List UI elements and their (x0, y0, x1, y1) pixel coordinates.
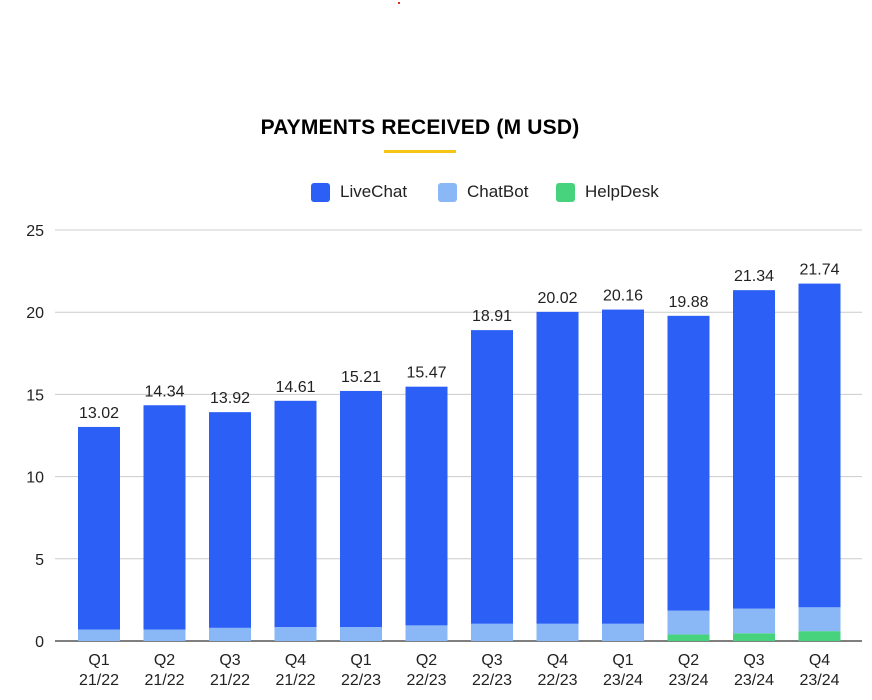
x-tick-label-quarter-1: Q1 (88, 652, 109, 669)
x-tick-label-year-10: 23/24 (668, 672, 708, 689)
x-tick-label-year-5: 22/23 (341, 672, 381, 689)
x-tick-label-year-8: 22/23 (537, 672, 577, 689)
data-label-total-6: 15.47 (406, 365, 446, 382)
title-underline (384, 150, 456, 153)
data-label-total-12: 21.74 (799, 262, 839, 279)
bar-chatbot-1 (78, 629, 120, 641)
legend-swatch-livechat (311, 182, 330, 202)
x-tick-label-quarter-12: Q4 (809, 652, 830, 669)
red-dot-mark (398, 2, 400, 4)
x-tick-label-quarter-11: Q3 (743, 652, 764, 669)
x-tick-label-year-2: 21/22 (144, 672, 184, 689)
data-label-total-5: 15.21 (341, 369, 381, 386)
x-tick-label-year-3: 21/22 (210, 672, 250, 689)
legend-item-helpdesk[interactable]: HelpDesk (556, 182, 659, 202)
bar-chatbot-12 (798, 607, 841, 632)
x-tick-label-quarter-5: Q1 (350, 652, 371, 669)
y-tick-label-5: 5 (35, 552, 44, 569)
y-tick-label-10: 10 (26, 470, 44, 487)
bar-livechat-7 (471, 330, 513, 624)
x-tick-label-quarter-9: Q1 (612, 652, 633, 669)
bar-livechat-9 (602, 309, 644, 624)
x-tick-label-quarter-6: Q2 (416, 652, 437, 669)
bar-livechat-1 (78, 426, 120, 630)
legend-label-chatbot: ChatBot (467, 182, 529, 201)
bar-chatbot-9 (602, 623, 644, 641)
x-tick-label-quarter-8: Q4 (547, 652, 568, 669)
x-tick-label-year-7: 22/23 (472, 672, 512, 689)
bar-helpdesk-11 (733, 633, 775, 641)
bar-helpdesk-10 (667, 634, 710, 641)
bar-livechat-5 (340, 390, 382, 628)
bar-chatbot-7 (471, 623, 513, 641)
bar-chatbot-8 (536, 623, 579, 641)
y-tick-label-25: 25 (26, 223, 44, 240)
x-tick-label-year-9: 23/24 (603, 672, 643, 689)
bar-chatbot-10 (667, 610, 710, 635)
data-label-total-7: 18.91 (472, 308, 512, 325)
x-tick-label-year-1: 21/22 (79, 672, 119, 689)
bar-chatbot-11 (733, 608, 775, 634)
legend-swatch-chatbot (438, 182, 457, 202)
bar-chatbot-3 (209, 627, 251, 641)
legend-label-helpdesk: HelpDesk (585, 182, 659, 201)
x-tick-label-quarter-10: Q2 (678, 652, 699, 669)
y-tick-label-15: 15 (26, 387, 44, 404)
chart-legend: LiveChat ChatBot HelpDesk (0, 182, 872, 204)
bar-chatbot-2 (143, 629, 186, 641)
bar-chatbot-5 (340, 627, 382, 641)
bar-livechat-2 (143, 405, 186, 630)
legend-swatch-helpdesk (556, 182, 575, 202)
x-tick-label-quarter-3: Q3 (219, 652, 240, 669)
x-tick-label-quarter-2: Q2 (154, 652, 175, 669)
bar-chatbot-6 (405, 625, 448, 641)
legend-item-chatbot[interactable]: ChatBot (438, 182, 528, 202)
bar-livechat-4 (274, 400, 317, 628)
bar-livechat-3 (209, 412, 251, 628)
y-tick-label-0: 0 (35, 634, 44, 651)
bar-helpdesk-12 (798, 631, 841, 641)
data-label-total-3: 13.92 (210, 390, 250, 407)
x-tick-label-year-6: 22/23 (406, 672, 446, 689)
data-label-total-2: 14.34 (144, 383, 184, 400)
x-tick-label-year-11: 23/24 (734, 672, 774, 689)
legend-label-livechat: LiveChat (340, 182, 408, 201)
data-label-total-8: 20.02 (537, 290, 577, 307)
data-label-total-4: 14.61 (275, 379, 315, 396)
chart-title: PAYMENTS RECEIVED (M USD) (260, 116, 580, 139)
data-label-total-9: 20.16 (603, 288, 643, 305)
x-tick-label-quarter-7: Q3 (481, 652, 502, 669)
bar-livechat-8 (536, 311, 579, 624)
x-tick-label-year-12: 23/24 (799, 672, 839, 689)
bar-livechat-10 (667, 315, 710, 611)
data-label-total-11: 21.34 (734, 268, 774, 285)
x-tick-label-year-4: 21/22 (275, 672, 315, 689)
bar-livechat-6 (405, 386, 448, 626)
bar-livechat-12 (798, 283, 841, 608)
x-tick-label-quarter-4: Q4 (285, 652, 306, 669)
y-tick-label-20: 20 (26, 305, 44, 322)
bar-chatbot-4 (274, 627, 317, 641)
bar-livechat-11 (733, 290, 775, 609)
data-label-total-10: 19.88 (668, 294, 708, 311)
legend-item-livechat[interactable]: LiveChat (311, 182, 407, 202)
data-label-total-1: 13.02 (79, 405, 119, 422)
